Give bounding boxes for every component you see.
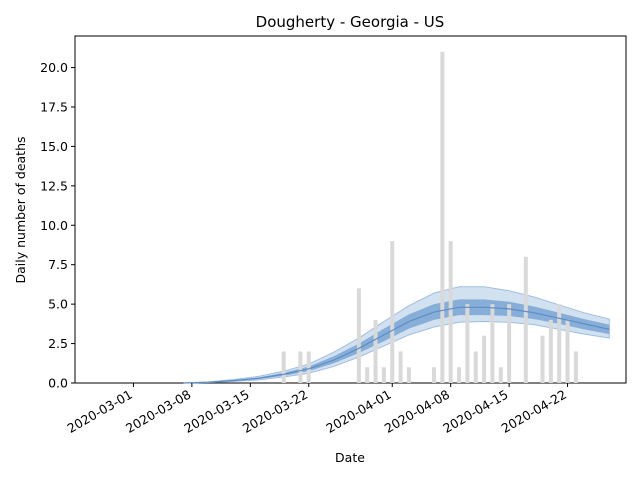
x-tick-label: 2020-03-22 [240, 387, 310, 436]
bars-layer [281, 51, 578, 384]
x-tick-label: 2020-03-08 [123, 387, 193, 436]
x-tick-label: 2020-03-15 [181, 387, 251, 436]
y-tick-label: 15.0 [40, 139, 68, 154]
x-axis: 2020-03-012020-03-082020-03-152020-03-22… [65, 383, 569, 436]
y-tick-label: 10.0 [40, 218, 68, 233]
y-axis: 0.0 2.5 5.0 7.5 10.0 12.5 15.0 17.5 20.0 [40, 60, 75, 391]
y-tick-label: 2.5 [48, 336, 68, 351]
bar [406, 367, 411, 383]
y-tick-label: 20.0 [40, 60, 68, 75]
bar [490, 304, 495, 383]
bar [523, 256, 528, 383]
x-tick-label: 2020-04-08 [382, 387, 452, 436]
y-tick-label: 12.5 [40, 178, 68, 193]
bar [373, 319, 378, 383]
x-tick-label: 2020-04-22 [499, 387, 569, 436]
bar [457, 367, 462, 383]
y-axis-title: Daily number of deaths [13, 136, 28, 283]
bar [390, 241, 395, 383]
plot-area [74, 35, 627, 384]
x-tick-label: 2020-04-01 [323, 387, 393, 436]
plot-frame [74, 35, 627, 384]
bar [540, 335, 545, 383]
chart-title: Dougherty - Georgia - US [256, 13, 445, 31]
bar [381, 367, 386, 383]
bar [398, 351, 403, 383]
bar [473, 351, 478, 383]
x-tick-label: 2020-03-01 [65, 387, 135, 436]
y-tick-label: 17.5 [40, 99, 68, 114]
bar [482, 335, 487, 383]
bar [465, 304, 470, 383]
bar [440, 51, 445, 384]
fit-band-inner [183, 299, 610, 383]
bar [306, 351, 311, 383]
y-tick-label: 5.0 [48, 297, 68, 312]
fit-line-layer [183, 306, 610, 384]
y-tick-label: 7.5 [48, 257, 68, 272]
fit-band-outer-layer [183, 286, 610, 384]
fit-line [183, 306, 610, 384]
fit-band-inner-layer [183, 299, 610, 383]
x-axis-title: Date [335, 450, 365, 465]
bar [548, 319, 553, 383]
bar [281, 351, 286, 383]
bar [573, 351, 578, 383]
bar [448, 241, 453, 383]
bar [298, 351, 303, 383]
bar [565, 319, 570, 383]
bar [557, 304, 562, 383]
bar [498, 367, 503, 383]
bar [431, 367, 436, 383]
bar [507, 304, 512, 383]
bar [365, 367, 370, 383]
x-tick-label: 2020-04-15 [440, 387, 510, 436]
fit-band-outer [183, 286, 610, 384]
bar [356, 288, 361, 383]
y-tick-label: 0.0 [48, 376, 68, 391]
